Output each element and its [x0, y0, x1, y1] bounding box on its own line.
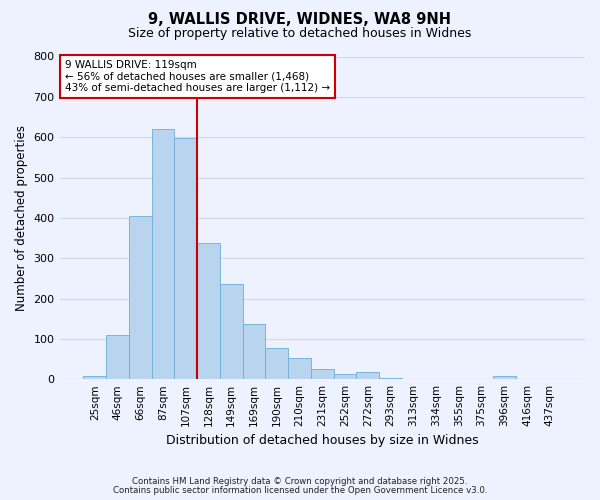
- X-axis label: Distribution of detached houses by size in Widnes: Distribution of detached houses by size …: [166, 434, 479, 448]
- Bar: [83, 376, 106, 379]
- Bar: [129, 216, 152, 379]
- Text: Contains public sector information licensed under the Open Government Licence v3: Contains public sector information licen…: [113, 486, 487, 495]
- Bar: [334, 374, 356, 379]
- Bar: [175, 138, 197, 379]
- Bar: [288, 358, 311, 379]
- Text: 9 WALLIS DRIVE: 119sqm
← 56% of detached houses are smaller (1,468)
43% of semi-: 9 WALLIS DRIVE: 119sqm ← 56% of detached…: [65, 60, 330, 93]
- Bar: [379, 378, 402, 379]
- Bar: [265, 348, 288, 379]
- Text: Size of property relative to detached houses in Widnes: Size of property relative to detached ho…: [128, 28, 472, 40]
- Bar: [311, 369, 334, 379]
- Text: Contains HM Land Registry data © Crown copyright and database right 2025.: Contains HM Land Registry data © Crown c…: [132, 477, 468, 486]
- Bar: [493, 376, 515, 379]
- Bar: [106, 335, 129, 379]
- Bar: [197, 243, 220, 379]
- Y-axis label: Number of detached properties: Number of detached properties: [15, 125, 28, 311]
- Bar: [152, 129, 175, 379]
- Bar: [220, 284, 242, 379]
- Text: 9, WALLIS DRIVE, WIDNES, WA8 9NH: 9, WALLIS DRIVE, WIDNES, WA8 9NH: [149, 12, 452, 28]
- Bar: [356, 372, 379, 379]
- Bar: [242, 324, 265, 379]
